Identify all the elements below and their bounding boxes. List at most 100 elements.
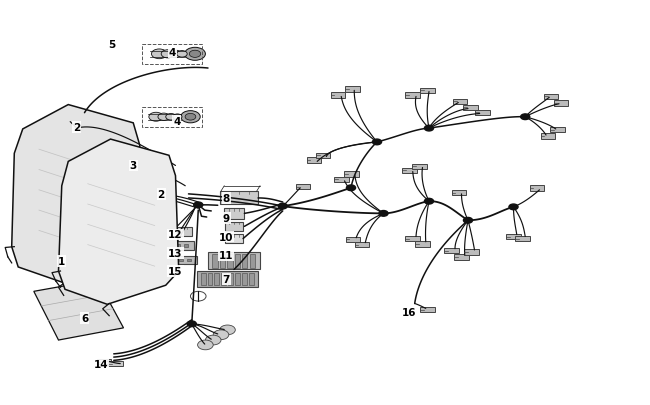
Bar xyxy=(249,273,254,286)
Circle shape xyxy=(185,48,205,61)
Bar xyxy=(170,241,194,250)
Bar xyxy=(316,153,330,158)
Circle shape xyxy=(346,185,356,191)
Circle shape xyxy=(189,51,201,58)
Text: 8: 8 xyxy=(222,194,230,203)
Circle shape xyxy=(132,161,141,167)
Bar xyxy=(296,184,310,190)
Text: 9: 9 xyxy=(223,214,229,224)
Bar xyxy=(402,168,417,174)
Bar xyxy=(406,93,420,99)
Bar xyxy=(227,254,233,268)
Bar xyxy=(109,361,123,367)
Circle shape xyxy=(379,211,388,217)
Circle shape xyxy=(463,218,473,224)
Bar xyxy=(228,273,233,286)
Bar xyxy=(541,134,555,139)
Bar xyxy=(250,254,255,268)
Text: 16: 16 xyxy=(402,308,417,318)
Bar xyxy=(201,273,205,286)
Bar xyxy=(454,254,469,260)
Circle shape xyxy=(158,114,170,121)
Bar xyxy=(214,273,219,286)
Bar xyxy=(97,359,111,364)
Circle shape xyxy=(166,114,176,121)
Bar xyxy=(224,209,244,219)
Bar xyxy=(544,94,558,100)
Bar xyxy=(355,242,369,248)
Bar xyxy=(208,253,260,270)
Bar xyxy=(235,273,240,286)
Text: 5: 5 xyxy=(108,40,116,49)
Circle shape xyxy=(128,159,145,169)
Text: 12: 12 xyxy=(168,230,183,240)
Bar xyxy=(196,272,259,287)
Bar xyxy=(179,259,183,262)
Text: 13: 13 xyxy=(168,248,183,258)
Circle shape xyxy=(424,199,434,205)
Circle shape xyxy=(213,330,229,340)
Bar xyxy=(515,236,530,242)
Bar xyxy=(220,192,258,205)
Text: 7: 7 xyxy=(222,275,230,284)
Bar xyxy=(207,273,213,286)
Circle shape xyxy=(173,115,182,120)
Circle shape xyxy=(187,321,196,327)
Text: 1: 1 xyxy=(58,256,66,266)
Circle shape xyxy=(220,325,235,335)
Circle shape xyxy=(135,165,151,175)
Bar xyxy=(187,259,191,262)
Bar xyxy=(530,186,544,192)
Bar xyxy=(453,99,467,105)
Bar xyxy=(235,254,240,268)
Circle shape xyxy=(153,189,170,200)
Text: 10: 10 xyxy=(219,232,233,242)
Text: 2: 2 xyxy=(73,123,81,132)
Circle shape xyxy=(150,185,159,191)
Text: 15: 15 xyxy=(168,266,183,276)
Bar xyxy=(170,259,175,262)
Bar xyxy=(331,93,345,98)
Circle shape xyxy=(198,340,213,350)
Bar xyxy=(464,249,478,255)
Circle shape xyxy=(59,116,77,127)
Bar xyxy=(164,256,197,264)
Bar xyxy=(421,88,435,94)
Circle shape xyxy=(372,140,382,145)
Bar xyxy=(346,237,360,243)
Circle shape xyxy=(161,51,174,59)
Bar xyxy=(176,245,180,247)
Text: 3: 3 xyxy=(129,161,137,171)
Bar xyxy=(221,273,226,286)
Circle shape xyxy=(157,192,166,197)
Bar xyxy=(421,307,435,313)
Bar xyxy=(412,164,426,170)
Bar xyxy=(225,222,243,231)
Polygon shape xyxy=(34,280,124,340)
Circle shape xyxy=(181,111,200,124)
Bar xyxy=(307,158,321,164)
Bar xyxy=(445,248,459,254)
Circle shape xyxy=(149,113,163,122)
Circle shape xyxy=(72,127,81,132)
Circle shape xyxy=(278,204,287,209)
Circle shape xyxy=(146,183,162,194)
Circle shape xyxy=(185,114,196,121)
Circle shape xyxy=(170,51,181,58)
Bar xyxy=(551,128,565,133)
Circle shape xyxy=(521,115,530,120)
Bar xyxy=(242,273,247,286)
Polygon shape xyxy=(58,140,179,305)
Text: 14: 14 xyxy=(94,359,108,369)
Text: 4: 4 xyxy=(173,117,181,126)
Bar xyxy=(345,87,359,93)
Bar xyxy=(344,172,359,177)
Text: 4: 4 xyxy=(168,48,176,58)
Bar xyxy=(415,241,430,247)
Circle shape xyxy=(194,202,203,208)
Circle shape xyxy=(177,51,187,58)
Bar xyxy=(225,235,243,243)
Circle shape xyxy=(138,167,148,173)
Circle shape xyxy=(151,50,167,60)
Bar xyxy=(220,254,225,268)
